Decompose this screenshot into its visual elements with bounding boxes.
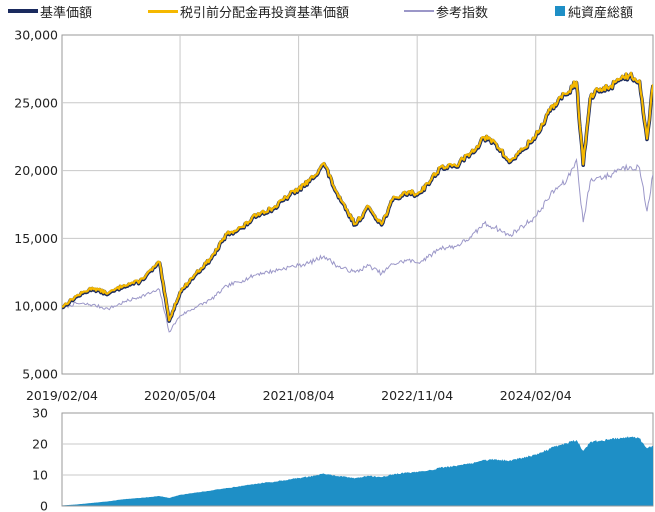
legend-swatch-assets — [555, 6, 565, 16]
series-area-assets — [62, 436, 653, 506]
sub-y-tick-label: 0 — [40, 499, 48, 512]
main-y-tick-label: 30,000 — [14, 28, 58, 43]
main-y-tick-label: 10,000 — [14, 299, 58, 314]
sub-y-tick-label: 30 — [32, 406, 48, 421]
main-x-tick-label: 2020/05/04 — [144, 388, 216, 403]
main-y-tick-label: 20,000 — [14, 163, 58, 178]
main-y-tick-label: 15,000 — [14, 231, 58, 246]
series-line-index — [62, 157, 653, 333]
legend-item-nav: 基準価額 — [8, 3, 93, 21]
legend-label-assets: 純資産総額 — [568, 5, 634, 21]
legend-swatch-reinvested — [148, 9, 178, 13]
sub-y-tick-label: 20 — [32, 437, 48, 452]
main-y-tick-label: 5,000 — [22, 367, 58, 382]
legend-swatch-nav — [8, 9, 38, 13]
legend-label-index: 参考指数 — [436, 5, 489, 21]
series-line-reinvested — [62, 71, 653, 322]
legend-item-index: 参考指数 — [404, 3, 489, 21]
legend-item-reinvested: 税引前分配金再投資基準価額 — [148, 3, 350, 21]
legend-item-assets: 純資産総額 — [555, 3, 634, 21]
main-x-tick-label: 2019/02/04 — [26, 388, 98, 403]
legend: 基準価額 税引前分配金再投資基準価額 参考指数 純資産総額 — [0, 0, 655, 22]
main-plot-frame — [61, 34, 654, 375]
main-x-tick-label: 2021/08/04 — [263, 388, 335, 403]
main-y-tick-label: 25,000 — [14, 95, 58, 110]
main-series-group — [62, 71, 653, 333]
legend-swatch-index — [404, 10, 434, 12]
legend-label-reinvested: 税引前分配金再投資基準価額 — [180, 5, 350, 21]
main-x-tick-label: 2024/02/04 — [500, 388, 572, 403]
legend-label-nav: 基準価額 — [40, 5, 93, 21]
main-x-tick-label: 2022/11/04 — [381, 388, 453, 403]
sub-y-tick-label: 10 — [32, 468, 48, 483]
